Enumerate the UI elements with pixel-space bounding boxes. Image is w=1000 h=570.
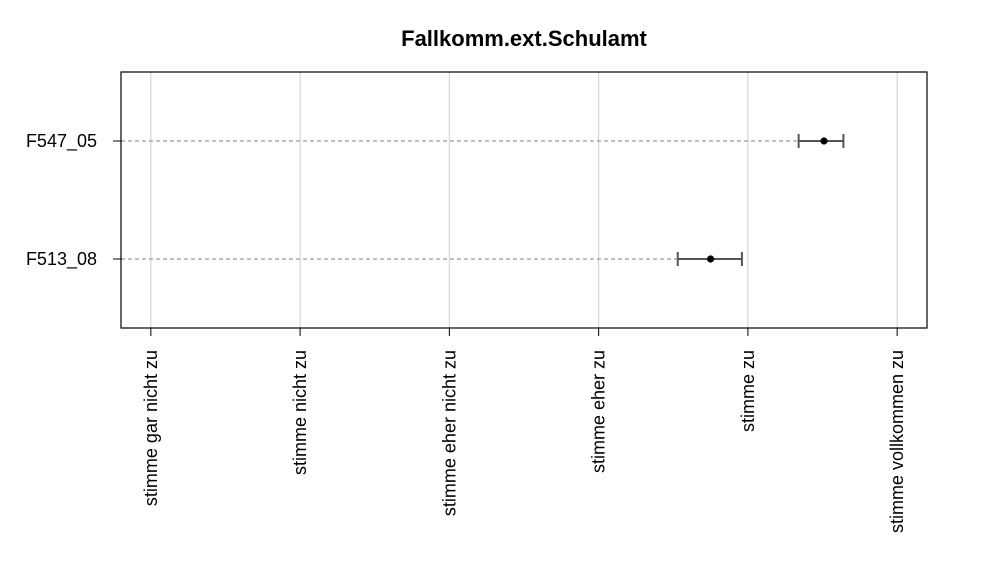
x-tick-label: stimme zu	[738, 350, 758, 432]
data-point	[820, 137, 828, 145]
y-axis: F547_05 F513_08	[26, 131, 121, 270]
grid-lines	[150, 72, 898, 328]
y-tick-label: F513_08	[26, 249, 97, 270]
error-bars	[676, 134, 845, 266]
guide-lines	[121, 140, 799, 260]
x-axis: stimme gar nicht zu stimme nicht zu stimme…	[141, 328, 907, 533]
data-points	[706, 137, 828, 263]
data-point	[706, 255, 715, 263]
chart-title: Fallkomm.ext.Schulamt	[401, 26, 647, 51]
x-tick-label: stimme gar nicht zu	[141, 350, 161, 506]
x-tick-label: stimme eher nicht zu	[439, 350, 459, 516]
x-tick-label: stimme nicht zu	[290, 350, 310, 475]
y-tick-label: F547_05	[26, 131, 97, 152]
x-tick-label: stimme eher zu	[589, 350, 609, 473]
x-tick-label: stimme vollkommen zu	[887, 350, 907, 533]
plot-frame	[120, 71, 928, 329]
